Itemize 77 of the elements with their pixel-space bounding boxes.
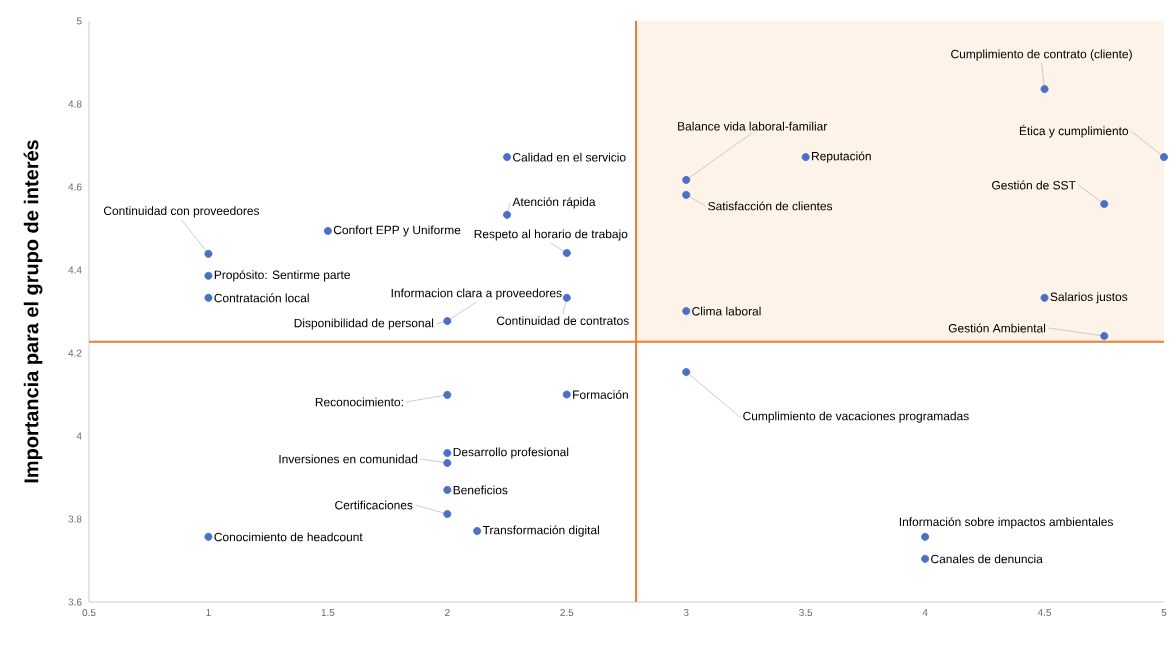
point bbox=[682, 190, 691, 199]
annotation: Clima laboral bbox=[692, 306, 761, 316]
y-tick-label: 3.6 bbox=[68, 598, 82, 606]
point bbox=[443, 390, 452, 399]
point bbox=[921, 554, 930, 563]
point bbox=[443, 317, 452, 326]
y-tick-label: 3.8 bbox=[68, 515, 82, 523]
annotation: Canales de denuncia bbox=[931, 554, 1043, 564]
point bbox=[562, 293, 571, 302]
point bbox=[1040, 293, 1049, 302]
annotation: Propósito: Sentirme parte bbox=[214, 270, 350, 282]
point bbox=[503, 210, 512, 219]
annotation: Salarios justos bbox=[1050, 292, 1128, 304]
annotation: Continuidad de contratos bbox=[496, 316, 629, 325]
annotation: Reconocimiento: bbox=[315, 397, 403, 407]
point bbox=[503, 153, 512, 162]
annotation: Calidad en el servicio bbox=[513, 152, 626, 162]
point bbox=[443, 449, 452, 458]
x-tick-label: 3.5 bbox=[799, 609, 813, 617]
x-tick-label: 4.5 bbox=[1037, 609, 1052, 616]
x-tick-label: 2 bbox=[445, 609, 450, 616]
annotation: Disponibilidad de personal bbox=[294, 318, 434, 330]
annotation: Contratación local bbox=[214, 293, 309, 303]
x-tick-label: 5 bbox=[1161, 609, 1167, 616]
y-axis-title: Importancia para el grupo de interés bbox=[23, 140, 43, 483]
annotation: Continuidad con proveedores bbox=[103, 206, 260, 218]
x-tick-label: 1.5 bbox=[321, 609, 335, 616]
y-tick-label: 4.4 bbox=[68, 266, 82, 274]
y-tick-label: 4.6 bbox=[68, 183, 82, 191]
annotation: Cumplimiento de vacaciones programadas bbox=[743, 411, 969, 423]
x-tick-label: 0.5 bbox=[82, 609, 96, 617]
annotation: Satisfacción de clientes bbox=[708, 201, 833, 211]
annotation: Inversiones en comunidad bbox=[279, 454, 418, 464]
x-tick-label: 1 bbox=[206, 609, 211, 616]
point bbox=[682, 175, 691, 184]
annotation: Conocimiento de headcount bbox=[214, 532, 363, 542]
point bbox=[562, 390, 571, 399]
annotation: Ética y cumplimiento bbox=[1019, 124, 1129, 138]
point bbox=[443, 510, 452, 519]
point bbox=[1100, 200, 1109, 209]
point bbox=[1040, 85, 1049, 94]
annotation: Confort EPP y Uniforme bbox=[333, 225, 461, 237]
annotation: Información sobre impactos ambientales bbox=[899, 517, 1113, 529]
y-tick-label: 4.2 bbox=[68, 349, 82, 357]
annotation: Desarrollo profesional bbox=[453, 447, 569, 459]
annotation: Transformación digital bbox=[482, 525, 599, 537]
point bbox=[682, 307, 691, 316]
point bbox=[562, 248, 571, 257]
point bbox=[473, 527, 482, 536]
annotation: Gestión Ambiental bbox=[948, 323, 1046, 333]
point bbox=[443, 458, 452, 467]
annotation: Cumplimiento de contrato (cliente) bbox=[951, 49, 1132, 61]
point bbox=[801, 153, 810, 162]
y-tick-label: 4.8 bbox=[68, 100, 82, 108]
y-tick-label: 5 bbox=[76, 17, 82, 25]
annotation: Atención rápida bbox=[512, 197, 596, 209]
point bbox=[204, 249, 213, 258]
annotation: Formación bbox=[573, 390, 628, 399]
annotation: Certificaciones bbox=[335, 500, 413, 510]
annotation: Respeto al horario de trabajo bbox=[474, 229, 628, 241]
point bbox=[921, 532, 930, 541]
point bbox=[443, 485, 452, 494]
point bbox=[204, 271, 213, 280]
annotation: Gestión de SST bbox=[992, 180, 1076, 190]
annotation: Beneficios bbox=[453, 485, 508, 495]
y-tick-label: 4 bbox=[76, 432, 82, 440]
annotation: Balance vida laboral-familiar bbox=[678, 121, 828, 131]
x-tick-label: 2.5 bbox=[560, 609, 574, 617]
annotation: Reputación bbox=[812, 151, 871, 163]
point bbox=[323, 226, 332, 235]
x-tick-label: 3 bbox=[683, 609, 689, 617]
point bbox=[204, 532, 213, 541]
point bbox=[1100, 331, 1109, 340]
x-tick-label: 4 bbox=[922, 609, 928, 616]
point bbox=[204, 293, 213, 302]
annotation: Informacion clara a proveedores bbox=[391, 288, 562, 300]
point bbox=[682, 368, 691, 377]
